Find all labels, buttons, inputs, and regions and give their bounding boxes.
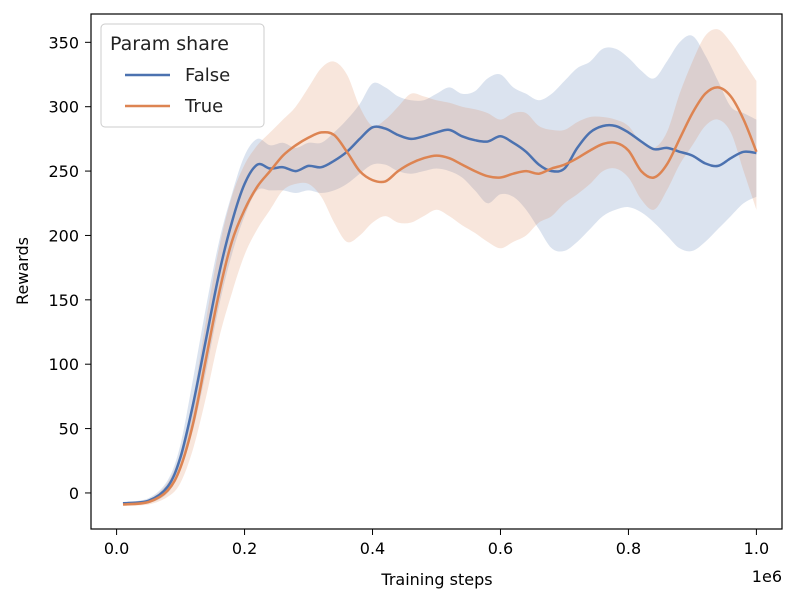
y-axis-label: Rewards	[13, 237, 32, 305]
series-lines	[122, 86, 758, 506]
series-line-true	[122, 86, 758, 506]
x-axis-offset-label: 1e6	[752, 567, 782, 586]
y-tick-label: 50	[59, 420, 79, 439]
legend-label-true: True	[184, 96, 223, 117]
y-tick-label: 150	[48, 291, 79, 310]
series-line-false	[122, 123, 757, 505]
y-tick-label: 300	[48, 98, 79, 117]
legend: Param share False True	[100, 23, 265, 128]
legend-box	[100, 23, 265, 128]
plot-frame	[90, 13, 783, 530]
x-axis-label: Training steps	[380, 570, 492, 589]
band-true	[123, 29, 757, 506]
legend-label-false: False	[185, 65, 230, 86]
y-tick-label: 200	[48, 226, 79, 245]
x-axis-ticks: 0.0 0.2 0.4 0.6 0.8 1.0	[104, 529, 769, 558]
x-tick-label: 1.0	[744, 539, 769, 558]
band-false	[123, 35, 757, 505]
x-tick-label: 0.8	[616, 539, 641, 558]
x-tick-label: 0.4	[360, 539, 385, 558]
x-tick-label: 0.0	[104, 539, 129, 558]
x-tick-label: 0.2	[232, 539, 257, 558]
y-tick-label: 350	[48, 33, 79, 52]
y-tick-label: 100	[48, 355, 79, 374]
confidence-bands	[123, 29, 757, 506]
y-tick-label: 0	[69, 484, 79, 503]
y-tick-label: 250	[48, 162, 79, 181]
x-tick-label: 0.6	[488, 539, 513, 558]
legend-title: Param share	[110, 33, 229, 55]
y-axis-ticks: 0 50 100 150 200 250 300 350	[48, 33, 91, 503]
